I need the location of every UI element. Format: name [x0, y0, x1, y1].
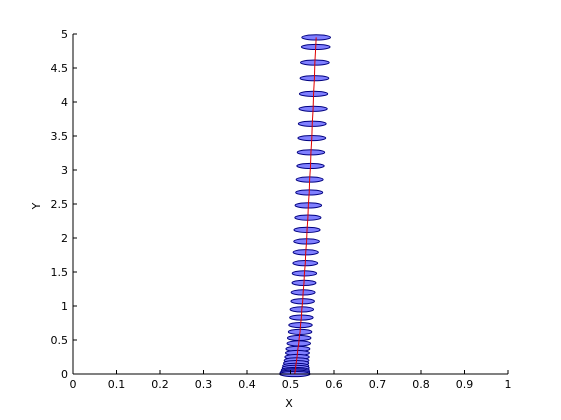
plot-area	[279, 34, 332, 378]
y-tick-label: 1.5	[51, 266, 69, 279]
x-tick-label: 0.4	[238, 378, 256, 391]
y-tick-label: 4	[61, 96, 68, 109]
x-tick-label: 0.3	[195, 378, 213, 391]
x-tick-label: 0.8	[412, 378, 430, 391]
y-axis-label: Y	[30, 202, 43, 210]
x-tick-label: 1	[505, 378, 512, 391]
x-tick-label: 0.2	[151, 378, 169, 391]
y-tick-label: 0.5	[51, 334, 69, 347]
y-tick-label: 2.5	[51, 198, 69, 211]
y-tick-label: 2	[61, 232, 68, 245]
x-tick-label: 0.5	[282, 378, 300, 391]
x-tick-label: 0	[70, 378, 77, 391]
y-tick-label: 5	[61, 28, 68, 41]
x-axis: 0 0.1 0.2 0.3 0.4 0.5 0.6 0.7 0.8 0.9 1	[70, 370, 512, 391]
y-tick-label: 3	[61, 164, 68, 177]
x-tick-label: 0.6	[325, 378, 343, 391]
x-tick-label: 0.7	[369, 378, 387, 391]
y-axis: 0 0.5 1 1.5 2 2.5 3 3.5 4 4.5 5	[51, 28, 77, 381]
y-tick-label: 0	[61, 368, 68, 381]
series-line	[294, 37, 317, 374]
x-tick-label: 0.1	[108, 378, 126, 391]
y-tick-label: 3.5	[51, 130, 69, 143]
y-tick-label: 4.5	[51, 62, 69, 75]
y-tick-label: 1	[61, 300, 68, 313]
x-tick-label: 0.9	[456, 378, 474, 391]
x-axis-label: X	[285, 397, 293, 410]
